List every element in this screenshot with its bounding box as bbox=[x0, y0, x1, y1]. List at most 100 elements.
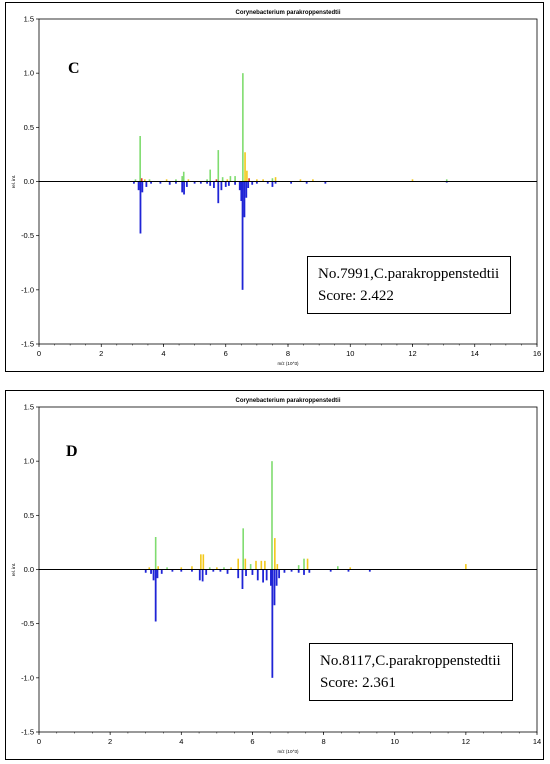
reference-peak bbox=[156, 569, 159, 579]
reference-peak bbox=[265, 569, 268, 581]
reference-peak bbox=[247, 181, 250, 188]
reference-peak bbox=[150, 181, 152, 184]
reference-peak bbox=[150, 569, 152, 574]
sample-peak bbox=[246, 170, 248, 182]
sample-peak bbox=[465, 564, 467, 570]
reference-peak bbox=[271, 569, 274, 678]
y-tick-label: 1.0 bbox=[24, 457, 34, 466]
reference-peak bbox=[159, 181, 162, 184]
x-tick-label: 2 bbox=[99, 349, 103, 358]
x-tick-label: 16 bbox=[533, 349, 541, 358]
sample-peak bbox=[148, 567, 151, 570]
match-annotation-d: No.8117,C.parakroppenstedtii Score: 2.36… bbox=[309, 643, 513, 701]
sample-peak bbox=[223, 567, 225, 570]
reference-peak bbox=[144, 569, 147, 573]
sample-peak bbox=[187, 179, 190, 182]
sample-peak bbox=[165, 179, 168, 182]
reference-peak bbox=[297, 569, 300, 573]
reference-peak bbox=[152, 569, 155, 581]
sample-peak bbox=[166, 567, 168, 570]
chart-title: Corynebacterium parakroppenstedtii bbox=[235, 10, 340, 16]
reference-peak bbox=[224, 181, 227, 187]
reference-peak bbox=[245, 181, 248, 198]
y-tick-label: 1.0 bbox=[24, 69, 34, 78]
y-tick-label: 1.5 bbox=[24, 403, 34, 412]
sample-peak bbox=[260, 560, 263, 570]
reference-peak bbox=[241, 181, 244, 290]
x-tick-label: 10 bbox=[391, 737, 399, 746]
reference-peak bbox=[209, 181, 212, 186]
reference-peak bbox=[266, 181, 269, 184]
reference-peak bbox=[137, 181, 140, 191]
sample-peak bbox=[312, 179, 314, 182]
reference-peak bbox=[275, 569, 278, 586]
sample-peak bbox=[221, 177, 224, 182]
x-axis-label: m/z (10^3) bbox=[277, 361, 299, 366]
reference-peak bbox=[226, 569, 229, 574]
x-tick-label: 4 bbox=[161, 349, 165, 358]
sample-peak bbox=[191, 566, 193, 570]
reference-peak bbox=[273, 569, 276, 606]
y-tick-label: 0.5 bbox=[24, 511, 34, 520]
reference-peak bbox=[175, 181, 177, 184]
match-score-c: Score: 2.422 bbox=[318, 288, 394, 304]
sample-peak bbox=[262, 179, 264, 182]
y-axis-label: rel. int. bbox=[11, 175, 16, 189]
sample-peak bbox=[297, 565, 300, 570]
sample-peak bbox=[256, 179, 258, 182]
sample-peak bbox=[271, 461, 273, 570]
sample-peak bbox=[200, 554, 202, 570]
reference-peak bbox=[205, 569, 208, 575]
y-tick-label: -0.5 bbox=[21, 231, 34, 240]
sample-peak bbox=[349, 567, 352, 570]
sample-peak bbox=[180, 567, 183, 570]
sample-peak bbox=[255, 560, 257, 570]
reference-peak bbox=[324, 181, 327, 184]
reference-peak bbox=[227, 181, 230, 186]
reference-peak bbox=[183, 181, 185, 195]
reference-peak bbox=[199, 181, 202, 184]
sample-peak bbox=[157, 566, 159, 570]
reference-peak bbox=[255, 181, 258, 184]
spectrum-chart-c: Corynebacterium parakroppenstedtii 1.5 1.0… bbox=[11, 10, 541, 366]
reference-peak bbox=[141, 181, 144, 193]
sample-peak bbox=[271, 178, 274, 182]
reference-peak bbox=[278, 569, 281, 579]
x-tick-label: 8 bbox=[321, 737, 325, 746]
panel-label-c: C bbox=[68, 60, 80, 77]
reference-peak bbox=[180, 569, 183, 572]
x-tick-label: 2 bbox=[108, 737, 112, 746]
sample-peak bbox=[139, 136, 141, 182]
sample-peak bbox=[303, 558, 305, 570]
sample-peak bbox=[244, 152, 246, 182]
x-tick-label: 4 bbox=[179, 737, 183, 746]
x-tick-label: 6 bbox=[224, 349, 228, 358]
y-axis-label: rel. int. bbox=[11, 563, 16, 577]
reference-peak bbox=[368, 569, 371, 572]
reference-peak bbox=[181, 181, 184, 193]
match-score-d: Score: 2.361 bbox=[320, 675, 396, 691]
sample-peak bbox=[144, 179, 146, 182]
sample-peak bbox=[274, 538, 276, 570]
reference-peak bbox=[133, 181, 135, 184]
y-tick-label: -1.5 bbox=[21, 728, 34, 737]
x-axis-label: m/z (10^3) bbox=[277, 749, 299, 754]
sample-peak bbox=[276, 564, 279, 570]
y-tick-label: 0.5 bbox=[24, 123, 34, 132]
sample-peak bbox=[154, 537, 157, 570]
sample-peak bbox=[337, 566, 339, 570]
match-annotation-c: No.7991,C.parakroppenstedtii Score: 2.42… bbox=[307, 256, 511, 314]
reference-peak bbox=[171, 569, 174, 572]
reference-peak bbox=[213, 181, 215, 188]
reference-peak bbox=[305, 181, 308, 184]
y-tick-label: 1.5 bbox=[24, 15, 34, 24]
sample-peak bbox=[206, 179, 208, 182]
y-tick-label: -1.0 bbox=[21, 673, 34, 682]
reference-peak bbox=[206, 181, 208, 184]
sample-peak bbox=[229, 176, 232, 182]
reference-peak bbox=[240, 181, 243, 201]
reference-peak bbox=[241, 569, 244, 589]
sample-peak bbox=[215, 179, 218, 182]
reference-peak bbox=[270, 569, 272, 586]
x-tick-label: 0 bbox=[37, 737, 41, 746]
